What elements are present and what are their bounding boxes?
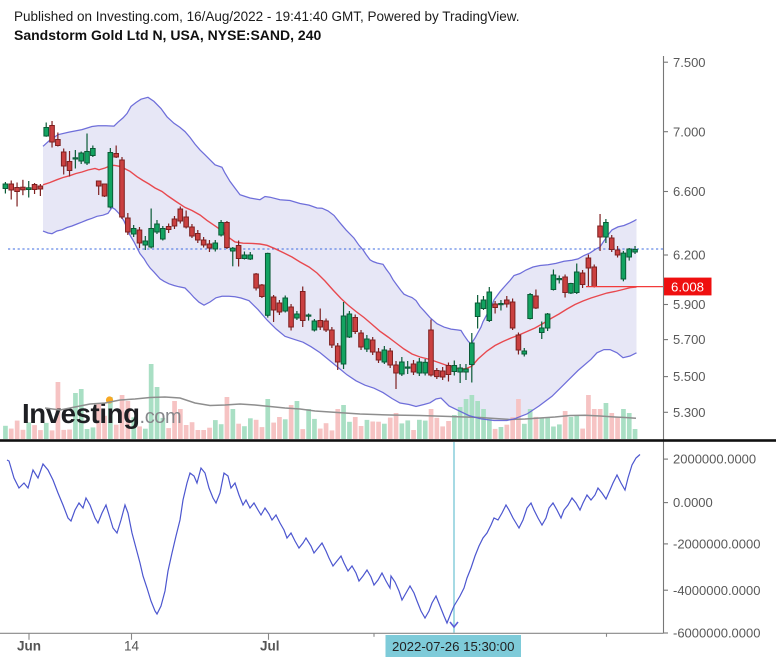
svg-text:Published on Investing.com, 16: Published on Investing.com, 16/Aug/2022 … xyxy=(14,9,520,24)
svg-text:-4000000.0000: -4000000.0000 xyxy=(673,583,760,598)
svg-text:7.000: 7.000 xyxy=(673,124,706,139)
svg-text:-6000000.0000: -6000000.0000 xyxy=(673,626,760,641)
svg-text:5.500: 5.500 xyxy=(673,369,706,384)
svg-text:7.500: 7.500 xyxy=(673,55,706,70)
svg-text:0.0000: 0.0000 xyxy=(673,495,713,510)
svg-text:-2000000.0000: -2000000.0000 xyxy=(673,537,760,552)
svg-text:6.008: 6.008 xyxy=(671,279,704,294)
svg-text:5.900: 5.900 xyxy=(673,297,706,312)
svg-text:2000000.0000: 2000000.0000 xyxy=(673,452,756,467)
svg-text:5.700: 5.700 xyxy=(673,332,706,347)
svg-text:Sandstorm Gold Ltd N, USA, NYS: Sandstorm Gold Ltd N, USA, NYSE:SAND, 24… xyxy=(14,27,321,43)
svg-text:6.600: 6.600 xyxy=(673,184,706,199)
svg-text:6.200: 6.200 xyxy=(673,248,706,263)
svg-text:14: 14 xyxy=(124,639,140,654)
svg-text:Jul: Jul xyxy=(260,639,280,654)
svg-text:5.300: 5.300 xyxy=(673,405,706,420)
svg-text:2022-07-26 15:30:00: 2022-07-26 15:30:00 xyxy=(392,639,514,654)
svg-text:Jun: Jun xyxy=(17,639,41,654)
